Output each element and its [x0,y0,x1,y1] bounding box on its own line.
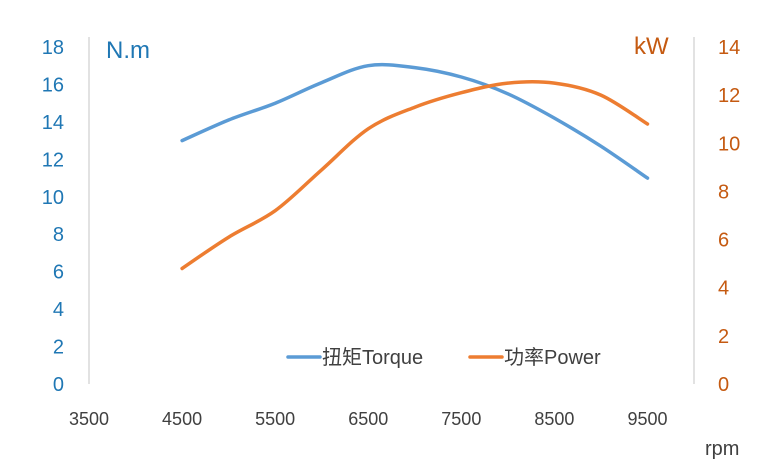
left-tick-label: 12 [42,149,64,171]
right-tick-label: 10 [718,133,740,155]
x-tick-label: 4500 [162,409,202,429]
left-tick-label: 10 [42,187,64,209]
left-tick-label: 0 [53,374,64,396]
legend-label: 扭矩Torque [322,346,423,369]
x-tick-label: 9500 [627,409,667,429]
right-tick-label: 12 [718,85,740,107]
right-axis-unit: kW [634,33,669,60]
left-tick-label: 2 [53,337,64,359]
left-axis-unit: N.m [106,37,150,64]
legend-label: 功率Power [504,346,601,369]
left-tick-label: 16 [42,74,64,96]
left-tick-label: 14 [42,112,64,134]
left-tick-label: 4 [53,299,64,321]
x-tick-label: 5500 [255,409,295,429]
x-tick-label: 6500 [348,409,388,429]
x-tick-label: 3500 [69,409,109,429]
series-line-torque [180,62,650,180]
right-tick-label: 8 [718,181,729,203]
x-tick-label: 8500 [534,409,574,429]
left-tick-label: 6 [53,262,64,284]
x-tick-label: 7500 [441,409,481,429]
right-tick-label: 2 [718,326,729,348]
right-tick-label: 4 [718,278,729,300]
x-axis-unit: rpm [705,438,739,460]
left-tick-label: 8 [53,224,64,246]
right-tick-label: 6 [718,230,729,252]
right-tick-label: 14 [718,37,740,59]
left-tick-label: 18 [42,37,64,59]
series-line-power [180,80,650,271]
right-tick-label: 0 [718,374,729,396]
